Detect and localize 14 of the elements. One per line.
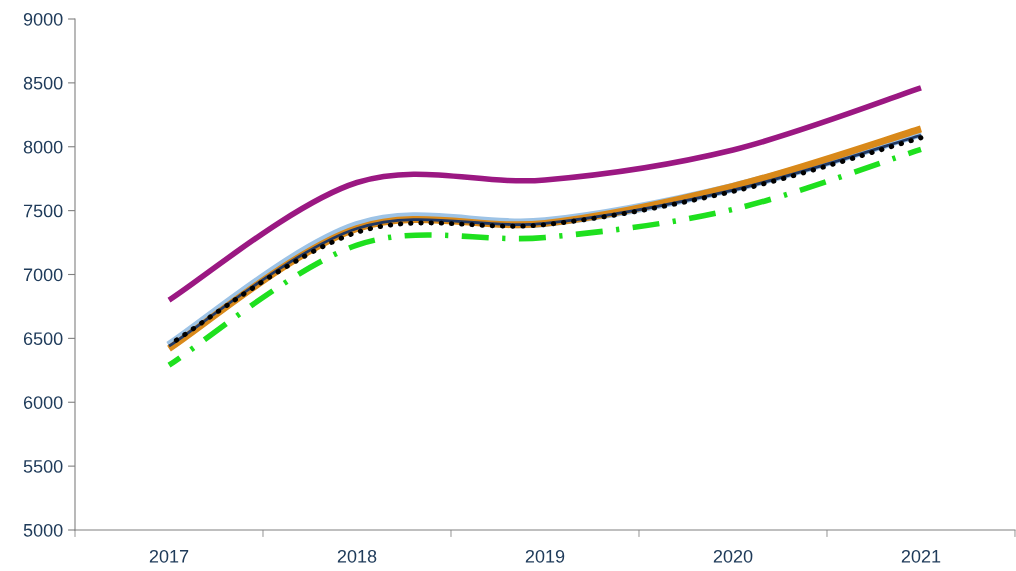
x-tick-label: 2019 — [525, 549, 565, 563]
x-tick-label: 2017 — [149, 549, 189, 563]
y-tick-label: 5500 — [23, 460, 63, 473]
y-tick-label: 5000 — [23, 523, 63, 537]
x-tick-label: 2020 — [713, 549, 753, 563]
y-tick-label: 7500 — [23, 204, 63, 218]
y-tick-label: 6000 — [23, 396, 63, 409]
y-tick-label: 9000 — [23, 12, 63, 26]
x-tick-label: 2018 — [337, 549, 377, 563]
y-tick-label: 6500 — [23, 332, 63, 346]
y-tick-label: 7000 — [23, 268, 63, 282]
x-tick-label: 2021 — [901, 549, 941, 563]
y-tick-label: 8500 — [23, 76, 63, 90]
y-tick-label: 8000 — [23, 140, 63, 154]
